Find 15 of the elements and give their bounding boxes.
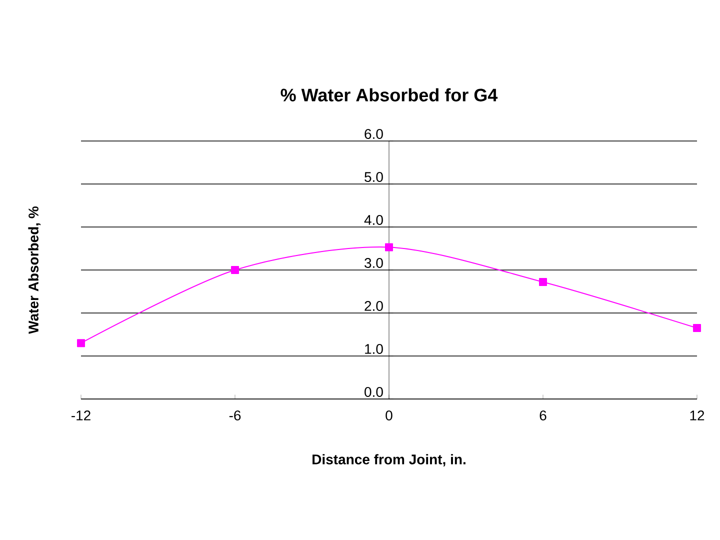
y-tick-label: 0.0 (364, 387, 383, 397)
y-tick-label: 2.0 (364, 301, 383, 311)
y-tick-label: 5.0 (364, 172, 383, 182)
x-tick-label: -6 (229, 410, 241, 420)
y-axis-title: Water Absorbed, % (28, 206, 41, 334)
x-tick-label: 6 (540, 410, 546, 420)
y-tick-label: 4.0 (364, 215, 383, 225)
y-tick-label: 6.0 (364, 129, 383, 139)
x-tick-label: -12 (72, 410, 90, 420)
x-axis-title: Distance from Joint, in. (312, 454, 466, 466)
chart-title: % Water Absorbed for G4 (280, 88, 498, 102)
x-tick-label: 0 (386, 410, 392, 420)
x-tick-label: 12 (690, 410, 704, 420)
y-tick-label: 1.0 (365, 344, 383, 354)
y-tick-label: 3.0 (364, 258, 383, 268)
